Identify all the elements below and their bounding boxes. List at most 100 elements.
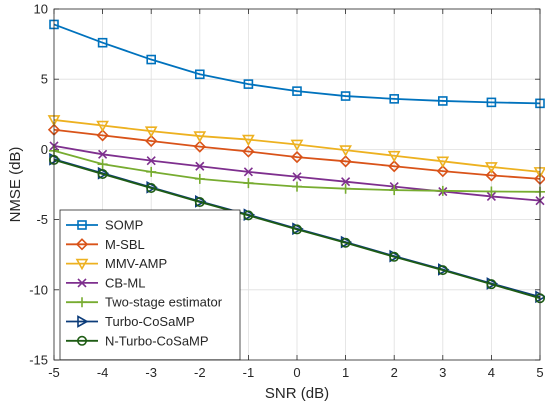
- data-point-m-sbl: [485, 169, 498, 182]
- data-point-cb-ml: [243, 167, 253, 177]
- data-point-m-sbl: [388, 160, 401, 173]
- data-point-two-stage-estimator: [97, 159, 108, 170]
- data-point-m-sbl: [290, 150, 304, 164]
- x-tick-label: -5: [48, 365, 60, 380]
- data-point-somp: [195, 69, 205, 80]
- data-point-mmv-amp: [290, 139, 304, 152]
- series-line-n-turbo-cosamp: [53, 159, 541, 300]
- x-tick-label: 1: [342, 365, 349, 380]
- y-axis-label: NMSE (dB): [7, 147, 24, 223]
- y-tick-label: 5: [41, 72, 48, 87]
- y-tick-label: -15: [29, 353, 48, 368]
- x-axis-label: SNR (dB): [265, 385, 329, 402]
- data-point-n-turbo-cosamp: [291, 224, 302, 235]
- data-point-two-stage-estimator: [292, 181, 302, 192]
- y-tick-label: -10: [29, 282, 48, 297]
- plot-frame: [53, 8, 541, 361]
- legend-box: [59, 209, 241, 361]
- data-point-n-turbo-cosamp: [340, 237, 351, 248]
- data-point-cb-ml: [98, 149, 108, 159]
- y-tick-label: 10: [34, 2, 48, 17]
- data-point-m-sbl: [96, 129, 109, 142]
- data-point-cb-ml: [292, 172, 302, 182]
- x-tick-label: 2: [391, 365, 398, 380]
- data-point-cb-ml: [341, 177, 351, 187]
- data-point-two-stage-estimator: [243, 178, 254, 189]
- legend-marker: [77, 220, 87, 230]
- y-tick-label: -5: [36, 212, 48, 227]
- data-point-somp: [292, 86, 302, 96]
- legend-item: N-Turbo-CoSaMP: [66, 333, 209, 348]
- data-point-n-turbo-cosamp: [146, 183, 157, 194]
- legend-item: Two-stage estimator: [66, 295, 223, 310]
- data-point-mmv-amp: [339, 145, 352, 157]
- data-point-mmv-amp: [436, 156, 450, 168]
- x-tick-label: -2: [194, 365, 206, 380]
- data-point-mmv-amp: [242, 134, 255, 147]
- data-point-two-stage-estimator: [389, 185, 400, 196]
- data-point-n-turbo-cosamp: [97, 168, 108, 179]
- data-point-cb-ml: [195, 161, 205, 171]
- data-point-somp: [97, 37, 108, 48]
- data-point-two-stage-estimator: [146, 166, 157, 177]
- legend-label: Turbo-CoSaMP: [105, 314, 195, 329]
- data-point-cb-ml: [146, 156, 156, 166]
- legend-label: SOMP: [105, 218, 143, 233]
- data-point-n-turbo-cosamp: [486, 279, 497, 290]
- data-point-somp: [243, 79, 254, 89]
- data-point-m-sbl: [339, 155, 352, 168]
- data-point-m-sbl: [193, 140, 206, 153]
- x-tick-label: 4: [488, 365, 495, 380]
- series-line-somp: [53, 23, 541, 105]
- legend-marker: [77, 335, 88, 346]
- data-point-mmv-amp: [485, 162, 498, 174]
- data-point-n-turbo-cosamp: [194, 197, 205, 208]
- data-point-m-sbl: [436, 165, 449, 178]
- data-point-somp: [340, 91, 351, 101]
- x-tick-label: -1: [243, 365, 255, 380]
- legend-item: Turbo-CoSaMP: [66, 314, 195, 329]
- legend-item: SOMP: [66, 218, 143, 233]
- legend: SOMP M-SBL MMV-AMP CB-ML Two-stage estimator…: [59, 209, 241, 361]
- data-point-two-stage-estimator: [486, 186, 497, 197]
- series-n-turbo-cosamp: [48, 154, 545, 304]
- legend-label: M-SBL: [105, 237, 145, 252]
- data-point-somp: [389, 94, 400, 104]
- legend-marker: [75, 258, 89, 271]
- x-tick-label: 0: [293, 365, 300, 380]
- data-point-n-turbo-cosamp: [437, 265, 448, 276]
- series-line-mmv-amp: [53, 119, 541, 173]
- data-point-mmv-amp: [96, 120, 109, 133]
- data-point-mmv-amp: [144, 126, 158, 138]
- x-tick-label: -3: [145, 365, 157, 380]
- series-line-m-sbl: [53, 128, 541, 180]
- data-point-somp: [437, 96, 448, 106]
- x-tick-label: -4: [97, 365, 109, 380]
- legend-item: M-SBL: [66, 237, 145, 252]
- data-point-n-turbo-cosamp: [389, 251, 400, 262]
- series-mmv-amp: [47, 115, 545, 179]
- data-point-n-turbo-cosamp: [243, 210, 254, 221]
- data-point-two-stage-estimator: [437, 185, 448, 196]
- legend-label: N-Turbo-CoSaMP: [105, 333, 209, 348]
- x-tick-label: 3: [439, 365, 446, 380]
- data-point-somp: [486, 97, 497, 108]
- data-point-mmv-amp: [387, 150, 401, 163]
- legend-label: MMV-AMP: [105, 256, 167, 271]
- data-point-two-stage-estimator: [194, 173, 205, 184]
- legend-label: CB-ML: [105, 275, 145, 290]
- legend-label: Two-stage estimator: [105, 295, 223, 310]
- legend-marker: [77, 297, 87, 308]
- data-point-somp: [146, 54, 156, 65]
- data-point-m-sbl: [145, 134, 158, 148]
- legend-marker: [77, 278, 87, 288]
- data-point-m-sbl: [242, 145, 255, 158]
- legend-item: MMV-AMP: [66, 256, 167, 271]
- x-tick-label: 5: [536, 365, 543, 380]
- legend-marker: [75, 238, 89, 251]
- y-tick-label: 0: [41, 142, 48, 157]
- legend-marker: [77, 315, 89, 328]
- data-point-two-stage-estimator: [340, 183, 351, 194]
- legend-item: CB-ML: [66, 275, 145, 290]
